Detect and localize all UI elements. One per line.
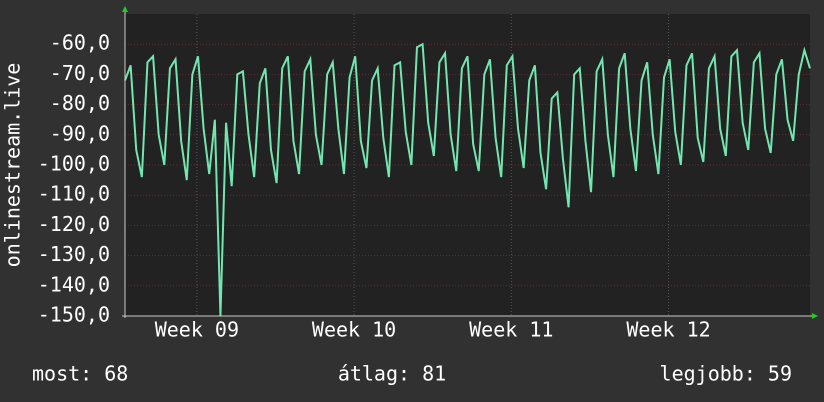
y-tick-label: -130,0 xyxy=(38,242,110,266)
y-tick-label: -110,0 xyxy=(38,182,110,206)
y-tick-label: -80,0 xyxy=(50,91,110,115)
footer-average: átlag: 81 xyxy=(338,362,446,386)
x-tick-label: Week 09 xyxy=(155,318,239,342)
series-line xyxy=(124,42,811,317)
y-tick-label: -90,0 xyxy=(50,121,110,145)
footer-current: most: 68 xyxy=(32,362,128,386)
x-tick-label: Week 11 xyxy=(469,318,553,342)
y-tick-label: -150,0 xyxy=(38,303,110,327)
x-arrow xyxy=(812,313,818,319)
y-tick-label: -70,0 xyxy=(50,61,110,85)
y-tick-label: -140,0 xyxy=(38,272,110,296)
marks xyxy=(124,42,811,317)
y-arrow xyxy=(122,6,128,12)
x-tick-label: Week 12 xyxy=(626,318,710,342)
y-tick-label: -60,0 xyxy=(50,31,110,55)
y-tick-label: -120,0 xyxy=(38,212,110,236)
y-tick-label: -100,0 xyxy=(38,152,110,176)
footer-best: legjobb: 59 xyxy=(660,362,792,386)
x-tick-label: Week 10 xyxy=(312,318,396,342)
grid xyxy=(125,14,810,317)
y-axis-label: onlinestream.live xyxy=(1,63,25,268)
